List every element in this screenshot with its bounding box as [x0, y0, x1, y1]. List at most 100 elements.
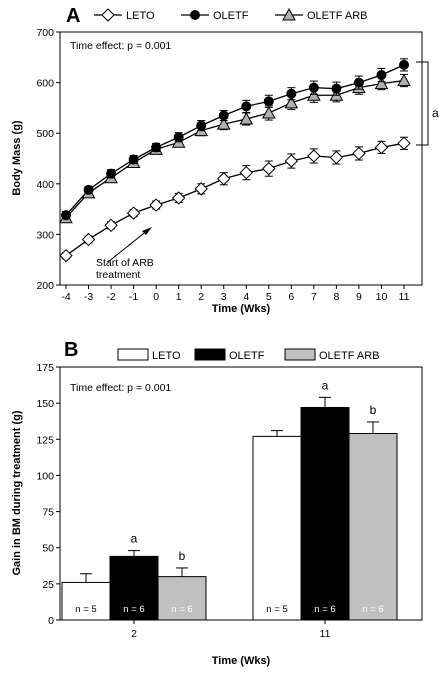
data-point [307, 88, 321, 101]
x-tick-label: 3 [221, 291, 227, 303]
data-point [217, 172, 231, 186]
data-point [376, 70, 387, 81]
panel-a-x-axis-title: Time (Wks) [212, 303, 271, 315]
x-tick-label: 11 [399, 291, 410, 303]
x-tick-label: 10 [376, 291, 388, 303]
y-tick-label: 125 [36, 434, 54, 446]
sample-size-label: n = 5 [266, 604, 287, 615]
series-line [65, 142, 405, 257]
legend-marker [101, 8, 115, 22]
arrow-line [107, 229, 149, 263]
data-point [151, 142, 162, 153]
panel-b-y-axis-title: Gain in BM during treatment (g) [11, 410, 23, 575]
panel-a-y-axis: 200 300 400 500 600 700 [36, 27, 60, 292]
data-point [241, 101, 252, 112]
panel-a: A LETO OLETF OLETF ARB 200300400500600700 … [11, 5, 439, 315]
panel-a-arrow-annotation: Start of ARB treatment [96, 227, 154, 281]
data-point [61, 210, 71, 221]
panel-a-time-effect-note: Time effect: p = 0.001 [70, 40, 171, 52]
legend-label: OLETF ARB [319, 350, 380, 362]
y-tick-label: 0 [48, 615, 54, 627]
series-line [65, 64, 405, 216]
data-point [308, 82, 319, 93]
significance-label: a [322, 378, 329, 392]
y-tick-label: 25 [42, 579, 54, 591]
panel-a-bracket: a [416, 61, 439, 146]
x-tick-label: 5 [266, 291, 272, 303]
x-tick-label: 11 [320, 628, 331, 640]
x-tick-label: 2 [198, 291, 204, 303]
y-tick-label: 200 [36, 280, 54, 292]
x-tick-label: 0 [153, 291, 159, 303]
significance-label: b [370, 403, 377, 417]
arrow-text-line-2: treatment [96, 269, 140, 281]
legend-label: LETO [126, 10, 155, 22]
panel-b-x-axis: 2 11 [131, 620, 331, 640]
legend-label: OLETF [229, 350, 265, 362]
legend-marker [190, 10, 200, 20]
data-point [81, 232, 96, 247]
bar [157, 576, 207, 621]
data-point [173, 132, 184, 143]
legend-marker [282, 7, 296, 21]
data-point [171, 191, 186, 205]
y-tick-label: 100 [36, 470, 54, 482]
panel-b-x-axis-title: Time (Wks) [212, 655, 271, 667]
y-tick-label: 75 [42, 507, 54, 519]
data-point [149, 198, 163, 212]
series-line [65, 79, 405, 219]
panel-b-y-axis: 0 25 50 75 100 125 150 175 [36, 362, 60, 627]
data-point [262, 161, 276, 176]
arrow-head [142, 227, 152, 235]
panel-b-label: B [64, 339, 78, 361]
legend-label: OLETF ARB [307, 10, 368, 22]
x-tick-label: 7 [311, 291, 317, 303]
legend-label: LETO [152, 350, 181, 362]
data-point [59, 248, 73, 263]
series-leto [59, 136, 411, 263]
x-tick-label: 8 [333, 291, 339, 303]
data-point [218, 110, 229, 121]
y-tick-label: 600 [36, 78, 54, 90]
panel-a-plot-frame [59, 31, 423, 286]
x-tick-label: 1 [176, 291, 182, 303]
data-point [397, 73, 411, 87]
bar [300, 406, 350, 621]
sample-size-label: n = 6 [123, 604, 144, 615]
data-point [126, 206, 141, 220]
sample-size-label: n = 5 [75, 604, 96, 615]
data-point [374, 76, 389, 90]
panel-a-y-axis-title: Body Mass (g) [11, 120, 23, 196]
bracket-label: a [432, 106, 439, 120]
data-point [196, 120, 207, 131]
sample-size-label: n = 6 [171, 604, 192, 615]
x-tick-label: -3 [84, 291, 93, 303]
legend-label: OLETF [213, 10, 249, 22]
data-point [284, 154, 299, 168]
y-tick-label: 150 [36, 398, 54, 410]
series-oletf [61, 58, 409, 221]
data-point [239, 165, 253, 180]
panel-b-plot-frame [59, 366, 423, 621]
data-point [128, 154, 139, 165]
x-tick-label: -2 [106, 291, 115, 303]
panel-b-time-effect-note: Time effect: p = 0.001 [70, 382, 171, 394]
data-point [397, 136, 411, 151]
panel-b: B LETO OLETF OLETF ARB 0 25 50 75 100 125 150 175… [11, 339, 423, 667]
x-tick-label: -1 [129, 291, 138, 303]
bar [61, 581, 111, 621]
data-point [261, 105, 276, 119]
data-point [374, 140, 389, 155]
data-point [106, 168, 117, 179]
legend-swatch [194, 348, 226, 361]
panel-b-legend: LETO OLETF OLETF ARB [117, 348, 380, 362]
bracket-line [416, 61, 429, 146]
data-point [216, 117, 231, 130]
panel-a-legend: LETO OLETF OLETF ARB [94, 7, 368, 22]
y-tick-label: 175 [36, 362, 54, 374]
panel-a-series [59, 58, 411, 263]
data-point [286, 88, 297, 99]
data-point [352, 146, 366, 161]
y-tick-label: 300 [36, 229, 54, 241]
